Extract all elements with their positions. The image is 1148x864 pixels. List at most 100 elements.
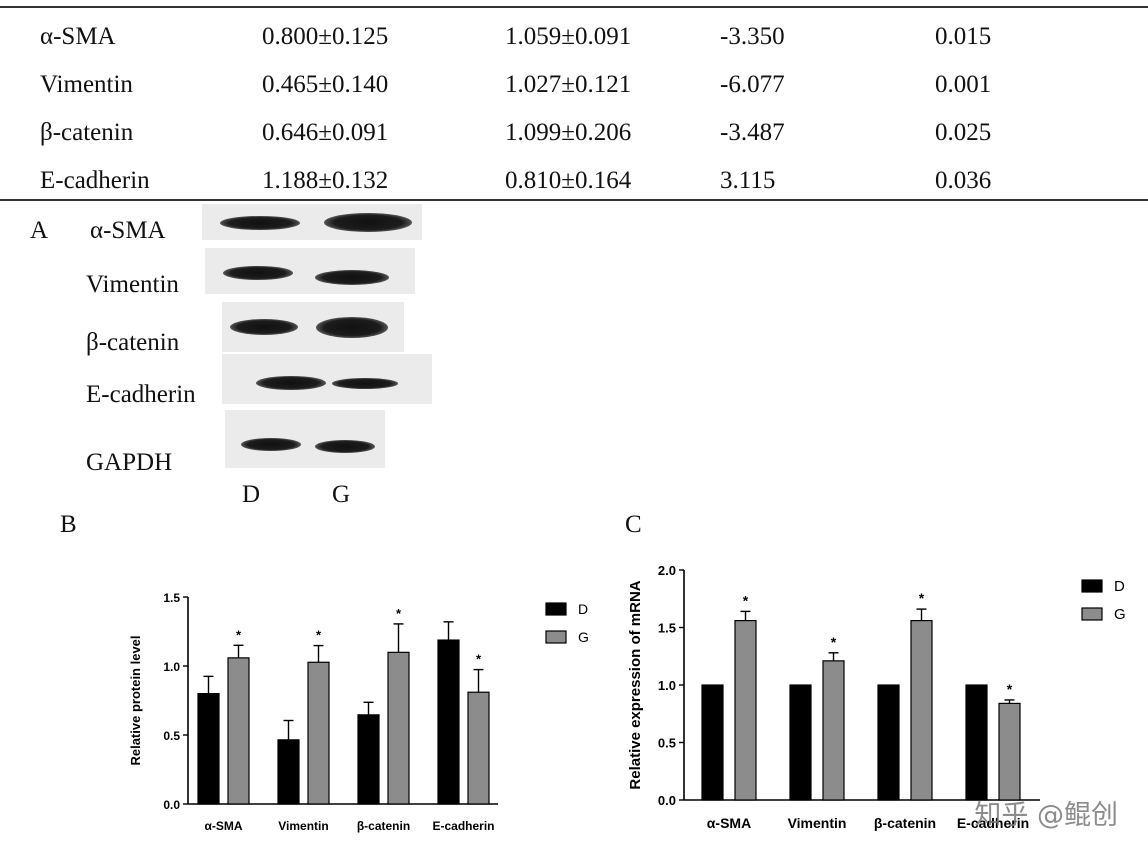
bar-g — [998, 702, 1021, 801]
blot-strip-gapdh — [225, 410, 385, 468]
p-value-cell: 0.036 — [935, 167, 992, 194]
blot-band — [256, 376, 326, 390]
x-category-label: Vimentin — [278, 819, 328, 833]
protein-level-chart: 0.0 0.5 1.0 1.5 Relative protein level * α-SMA… — [128, 591, 589, 833]
significance-star: * — [743, 592, 749, 608]
blot-band — [315, 440, 375, 453]
d-value-cell: 1.188±0.132 — [262, 167, 389, 194]
mrna-expression-chart: 0.0 0.5 1.0 1.5 2.0 Relative expression of mR… — [627, 563, 1126, 831]
legend-label-g: G — [578, 629, 589, 645]
p-value-cell: 0.015 — [935, 23, 992, 50]
panel-a-letter: A — [30, 217, 49, 244]
blot-band — [324, 213, 412, 232]
t-value-cell: 3.115 — [720, 167, 776, 194]
watermark: 知乎 @鲲创 — [974, 800, 1118, 831]
bar-g — [910, 619, 933, 801]
blot-strip-asma — [202, 204, 422, 240]
g-value-cell: 1.059±0.091 — [505, 23, 632, 50]
lane-label-d: D — [242, 481, 261, 508]
blot-label-beta-catenin: β-catenin — [86, 329, 180, 356]
y-tick-label: 1.0 — [163, 660, 180, 674]
x-category-label: β-catenin — [357, 819, 410, 833]
bar-d — [437, 639, 460, 805]
y-tick-label: 0.5 — [163, 729, 180, 743]
blot-label-asma: α-SMA — [90, 217, 166, 244]
significance-star: * — [831, 634, 837, 650]
g-value-cell: 0.810±0.164 — [505, 167, 632, 194]
bar-g — [307, 661, 330, 805]
blot-label-vimentin: Vimentin — [86, 271, 179, 298]
lane-label-g: G — [332, 481, 351, 508]
blot-label-e-cadherin: E-cadherin — [86, 381, 196, 408]
p-value-cell: 0.001 — [935, 71, 992, 98]
panel-b-letter: B — [60, 511, 77, 538]
gene-cell: E-cadherin — [40, 167, 150, 194]
blot-label-gapdh: GAPDH — [86, 449, 173, 476]
legend-swatch-d — [545, 602, 567, 616]
blot-band — [332, 378, 398, 389]
x-category-label: Vimentin — [788, 815, 847, 831]
blot-strip-e-cadherin — [222, 354, 432, 404]
gene-cell: Vimentin — [40, 71, 133, 98]
y-tick-label: 2.0 — [658, 563, 676, 578]
x-category-label: E-cadherin — [957, 815, 1029, 831]
y-tick-label: 1.5 — [658, 621, 676, 636]
panel-c-letter: C — [625, 511, 642, 538]
legend-swatch-g — [1081, 607, 1103, 621]
p-value-cell: 0.025 — [935, 119, 992, 146]
g-value-cell: 1.099±0.206 — [505, 119, 632, 146]
bar-d — [877, 684, 900, 801]
d-value-cell: 0.465±0.140 — [262, 71, 389, 98]
legend-label-d: D — [1114, 578, 1125, 595]
blot-strip-vimentin — [205, 248, 415, 294]
legend-label-g: G — [1114, 606, 1126, 623]
x-category-label: α-SMA — [707, 815, 751, 831]
significance-star: * — [919, 590, 925, 606]
bar-d — [197, 692, 220, 805]
blot-band — [315, 270, 389, 285]
significance-star: * — [316, 628, 322, 643]
bar-d — [701, 684, 724, 801]
blot-strip-beta-catenin — [222, 302, 404, 352]
table-bottom-rule — [0, 199, 1148, 201]
bar-d — [357, 714, 380, 805]
legend-swatch-d — [1081, 579, 1103, 593]
bar-g — [822, 660, 845, 801]
significance-star: * — [1007, 681, 1013, 697]
y-tick-label: 0.5 — [658, 736, 676, 751]
bar-g — [227, 657, 250, 805]
x-category-label: α-SMA — [204, 819, 242, 833]
x-category-label: β-catenin — [874, 815, 936, 831]
blot-band — [230, 319, 298, 335]
y-tick-label: 0.0 — [163, 798, 180, 812]
d-value-cell: 0.646±0.091 — [262, 119, 389, 146]
t-value-cell: -3.487 — [720, 119, 785, 146]
y-tick-label: 1.0 — [658, 678, 676, 693]
g-value-cell: 1.027±0.121 — [505, 71, 632, 98]
t-value-cell: -3.350 — [720, 23, 785, 50]
blot-band — [220, 216, 300, 230]
significance-star: * — [476, 652, 482, 667]
y-tick-label: 0.0 — [658, 793, 676, 808]
table-top-rule — [0, 6, 1148, 8]
bar-g — [467, 691, 490, 805]
bar-d — [965, 684, 988, 801]
blot-band — [241, 438, 301, 451]
t-value-cell: -6.077 — [720, 71, 785, 98]
significance-star: * — [396, 606, 402, 621]
blot-band — [316, 317, 388, 338]
legend-label-d: D — [578, 601, 588, 617]
bar-g — [387, 651, 410, 805]
gene-cell: β-catenin — [40, 119, 134, 146]
y-axis-label: Relative protein level — [128, 635, 143, 765]
legend-swatch-g — [545, 630, 567, 644]
bar-d — [789, 684, 812, 801]
y-tick-label: 1.5 — [163, 591, 180, 605]
x-category-label: E-cadherin — [432, 819, 494, 833]
d-value-cell: 0.800±0.125 — [262, 23, 389, 50]
gene-cell: α-SMA — [40, 23, 116, 50]
significance-star: * — [236, 627, 242, 642]
blot-band — [223, 266, 293, 280]
bar-g — [734, 619, 757, 801]
bar-d — [277, 739, 300, 805]
